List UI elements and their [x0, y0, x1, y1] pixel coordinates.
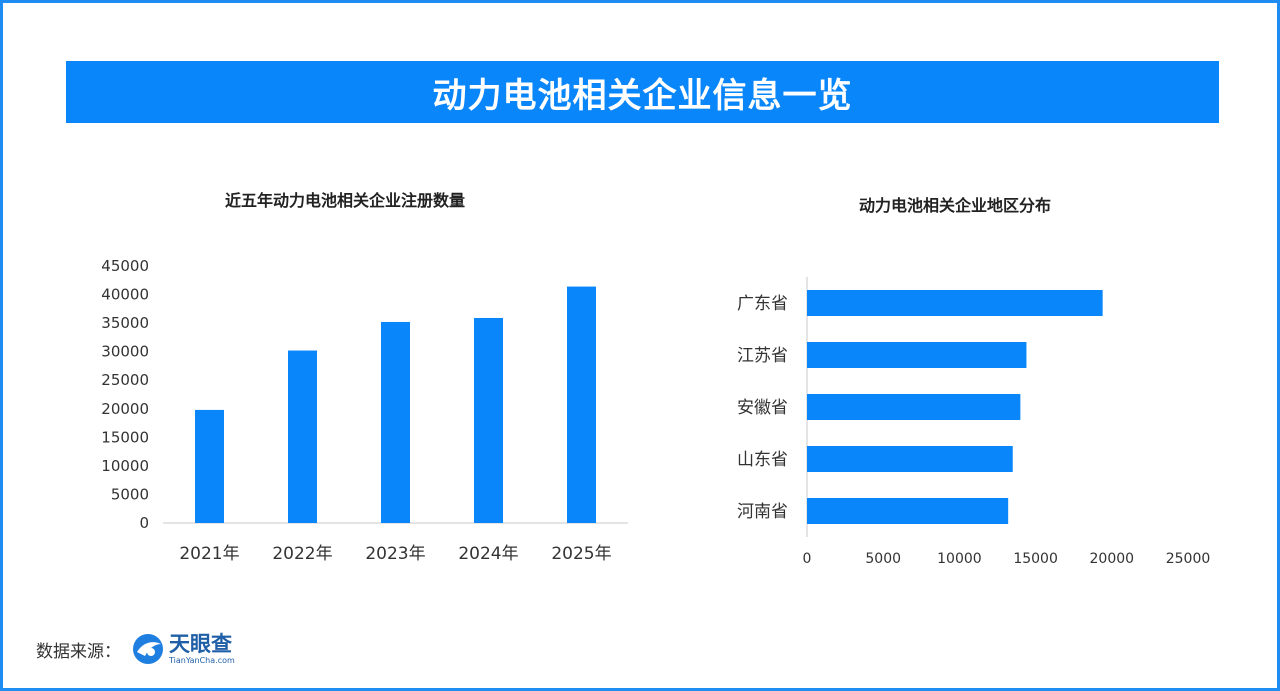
bar-2024年	[474, 317, 503, 523]
source-label: 数据来源：	[36, 641, 121, 662]
x-tick-label: 2021年	[179, 544, 239, 564]
bar-山东省	[807, 446, 1013, 472]
chart-title-regions: 动力电池相关企业地区分布	[858, 196, 1051, 215]
x-tick-label: 5000	[865, 551, 901, 567]
chart-title-registrations: 近五年动力电池相关企业注册数量	[224, 191, 465, 210]
tianyancha-logo-icon	[133, 634, 163, 664]
bar-广东省	[807, 290, 1103, 316]
x-tick-label: 2022年	[272, 544, 332, 564]
bar-安徽省	[807, 394, 1021, 420]
y-tick-label: 40000	[101, 286, 149, 304]
y-tick-label: 25000	[101, 371, 149, 389]
bar-2022年	[288, 350, 317, 523]
bar-江苏省	[807, 342, 1027, 368]
y-tick-label: 10000	[101, 457, 149, 475]
x-tick-label: 10000	[937, 551, 982, 567]
x-tick-label: 2024年	[458, 544, 518, 564]
logo-domain: TianYanCha.com	[169, 655, 235, 665]
x-tick-label: 20000	[1090, 551, 1135, 567]
footer: 数据来源： 天眼查 TianYanCha.com	[36, 632, 235, 666]
x-tick-label: 0	[803, 551, 812, 567]
y-tick-label: 15000	[101, 428, 149, 446]
category-label: 广东省	[737, 294, 788, 314]
x-tick-label: 2023年	[365, 544, 425, 564]
x-tick-label: 25000	[1166, 551, 1211, 567]
category-label: 安徽省	[737, 398, 788, 418]
category-label: 山东省	[737, 450, 788, 470]
y-tick-label: 20000	[101, 400, 149, 418]
page-title: 动力电池相关企业信息一览	[432, 75, 853, 116]
category-label: 河南省	[737, 502, 788, 522]
bar-2021年	[195, 409, 224, 523]
category-label: 江苏省	[737, 346, 788, 366]
logo-name: 天眼查	[169, 631, 232, 656]
x-tick-label: 2025年	[551, 544, 611, 564]
header-banner: 动力电池相关企业信息一览	[66, 61, 1219, 123]
bar-河南省	[807, 498, 1009, 524]
bar-2023年	[381, 321, 410, 523]
y-tick-label: 5000	[111, 485, 149, 503]
y-tick-label: 0	[139, 514, 149, 532]
bar-2025年	[567, 286, 596, 523]
y-tick-label: 30000	[101, 343, 149, 361]
y-tick-label: 35000	[101, 314, 149, 332]
tianyancha-logo: 天眼查 TianYanCha.com	[131, 632, 235, 666]
y-tick-label: 45000	[101, 257, 149, 275]
x-tick-label: 15000	[1013, 551, 1058, 567]
